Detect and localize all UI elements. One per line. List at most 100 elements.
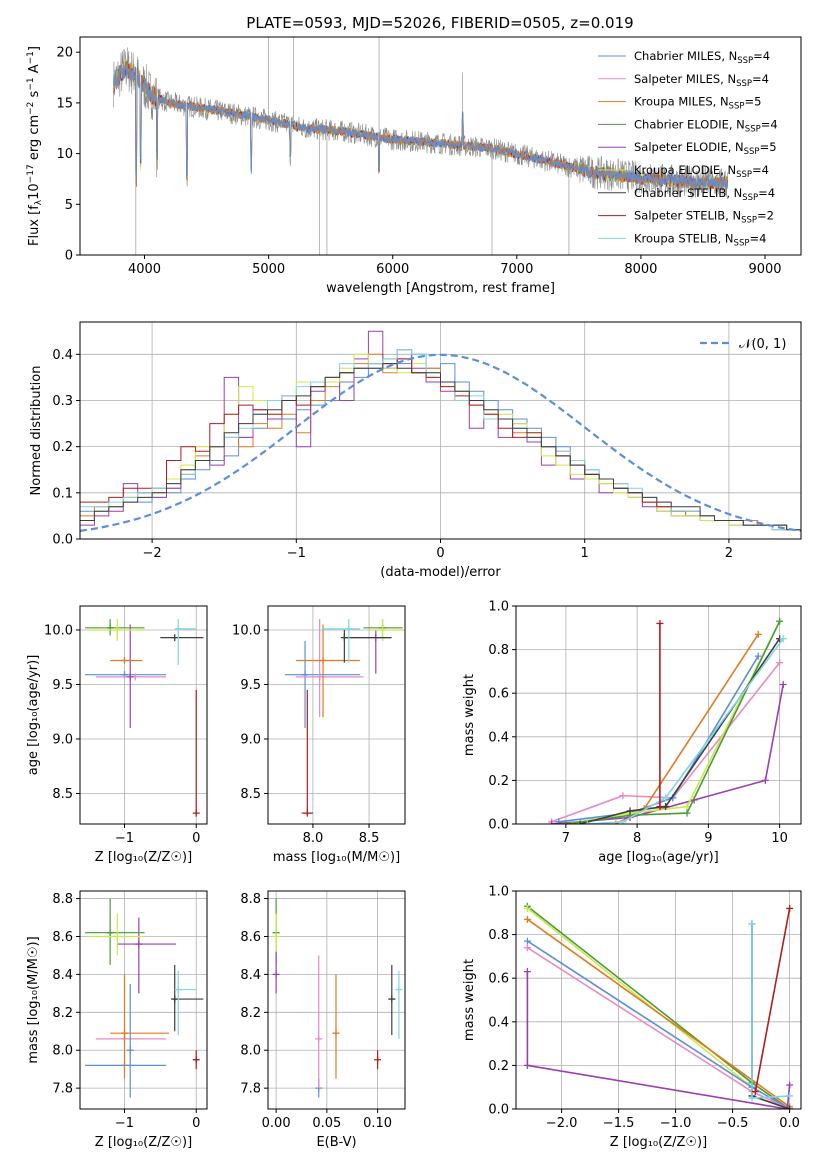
x-tick-label: 9000 — [748, 262, 781, 277]
data-point — [523, 937, 531, 945]
y-axis-label: mass weight — [462, 674, 477, 756]
data-point — [523, 1061, 531, 1069]
x-tick-label: 8 — [633, 831, 641, 846]
y-axis-label: mass weight — [462, 959, 477, 1041]
x-tick-label: 8000 — [624, 262, 657, 277]
y-tick-label: 10.0 — [232, 623, 261, 638]
x-tick-label: −1 — [287, 546, 306, 561]
data-point — [761, 776, 769, 784]
weight-line-blue — [526, 940, 791, 1109]
x-tick-label: −1 — [115, 1116, 134, 1131]
data-point — [656, 803, 664, 811]
panel-age-mass: 8.0 8.5 8.5 9.0 9.5 10.0 mass [log₁₀(M/M☉)] — [232, 605, 406, 865]
model-spectrum-lime — [113, 59, 729, 190]
x-tick-label: 7 — [562, 831, 570, 846]
y-tick-label: 9.0 — [240, 732, 261, 747]
observed-spectrum — [113, 47, 729, 199]
x-tick-label: 7000 — [500, 262, 533, 277]
y-tick-label: 0.6 — [488, 687, 509, 702]
x-tick-label: −1 — [115, 831, 134, 846]
x-tick-label: −2 — [143, 546, 162, 561]
data-point — [120, 657, 128, 664]
y-axis-label: mass [log₁₀(M/M☉)] — [26, 936, 41, 1063]
plot-area — [548, 617, 787, 824]
y-tick-label: 0.8 — [488, 643, 509, 658]
data-point — [303, 809, 311, 817]
x-axis-label: (data-model)/error — [380, 565, 501, 580]
y-tick-label: 0.0 — [488, 818, 509, 833]
data-point — [113, 932, 121, 940]
y-tick-label: 1.0 — [488, 600, 509, 615]
data-point — [776, 659, 784, 667]
legend-label: Salpeter STELIB, NSSP=2 — [634, 209, 774, 226]
x-axis-label: Z [log₁₀(Z/Z☉)] — [95, 1135, 192, 1150]
y-axis-label: age [log₁₀(age/yr)] — [26, 655, 41, 776]
y-tick-label: 0.4 — [52, 348, 73, 363]
y-tick-label: 8.6 — [240, 930, 261, 945]
axes-frame — [79, 890, 208, 1110]
legend: Chabrier MILES, NSSP=4 Salpeter MILES, NS… — [598, 49, 778, 248]
figure-title: PLATE=0593, MJD=52026, FIBERID=0505, z=0… — [246, 14, 633, 32]
data-point — [174, 625, 182, 633]
axes-frame — [515, 605, 802, 825]
plot-area — [80, 330, 801, 532]
panel-age-z: −1 0 8.5 9.0 9.5 10.0 Z [log₁₀(Z/Z☉)] age [log₁… — [26, 605, 208, 865]
y-tick-label: 10.0 — [44, 623, 73, 638]
legend-label: Kroupa ELODIE, NSSP=4 — [634, 163, 769, 180]
data-point — [192, 809, 200, 817]
data-point — [345, 625, 353, 633]
x-axis-label: Z [log₁₀(Z/Z☉)] — [95, 850, 192, 865]
data-point — [776, 617, 784, 625]
y-axis-label: Normed distribution — [29, 366, 44, 496]
y-tick-label: 8.5 — [240, 787, 261, 802]
data-point — [779, 680, 787, 688]
y-tick-label: 8.2 — [52, 1006, 73, 1021]
y-tick-label: 0.1 — [52, 486, 73, 501]
y-tick-label: 10 — [56, 147, 73, 162]
histogram-dark — [80, 363, 801, 531]
data-point — [171, 634, 179, 642]
data-point — [272, 970, 280, 978]
y-tick-label: 8.0 — [240, 1044, 261, 1059]
data-point — [106, 929, 114, 937]
data-point — [786, 1081, 794, 1089]
y-tick-label: 0.2 — [488, 1059, 509, 1074]
y-tick-label: 0.0 — [52, 533, 73, 548]
axes-frame — [515, 890, 802, 1110]
y-tick-label: 8.4 — [240, 968, 261, 983]
data-point — [786, 1105, 794, 1109]
x-tick-label: 8.0 — [303, 831, 324, 846]
data-point — [113, 626, 121, 634]
x-tick-label: 6000 — [376, 262, 409, 277]
y-tick-label: 9.0 — [52, 732, 73, 747]
x-tick-label: 0.10 — [363, 1116, 392, 1131]
data-point — [754, 652, 762, 660]
x-tick-label: 0.0 — [779, 1116, 800, 1131]
axes-frame — [79, 36, 802, 256]
data-point — [748, 1094, 756, 1102]
x-tick-label: 10 — [771, 831, 788, 846]
y-tick-label: 0.6 — [488, 972, 509, 987]
y-tick-label: 15 — [56, 96, 73, 111]
y-tick-label: 8.5 — [52, 787, 73, 802]
y-tick-label: 0.4 — [488, 1015, 509, 1030]
data-point — [120, 1029, 128, 1037]
panel-mass-ebv: 0.00 0.05 0.10 7.8 8.0 8.2 8.4 8.6 8.8 E(B-V) — [240, 890, 406, 1150]
data-point — [619, 792, 627, 800]
data-point — [171, 995, 179, 1003]
x-axis-label: wavelength [Angstrom, rest frame] — [326, 281, 555, 296]
data-point — [583, 820, 591, 824]
y-tick-label: 8.2 — [240, 1006, 261, 1021]
y-tick-label: 9.5 — [240, 678, 261, 693]
data-point — [374, 1056, 382, 1064]
data-point — [523, 915, 531, 923]
y-tick-label: 0.4 — [488, 730, 509, 745]
data-point — [126, 1046, 134, 1054]
data-point — [683, 809, 691, 817]
x-tick-label: 0 — [436, 546, 444, 561]
x-axis-label: E(B-V) — [316, 1135, 356, 1150]
y-tick-label: 20 — [56, 46, 73, 61]
data-point — [395, 986, 403, 994]
panel-residuals: −2 −1 0 1 2 0.0 0.1 0.2 0.3 0.4 (data-model)/error… — [29, 321, 802, 580]
